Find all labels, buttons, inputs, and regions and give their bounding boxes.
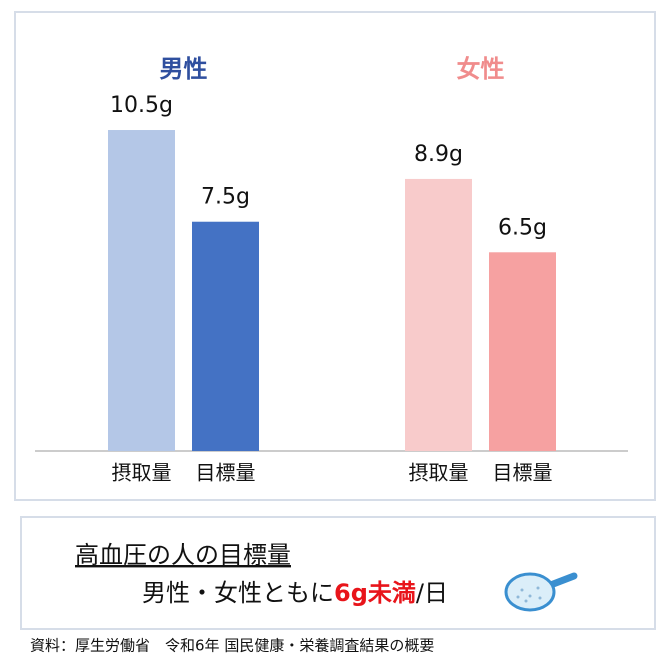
spoon-icon [504, 572, 578, 612]
category-label: 摂取量 [112, 461, 172, 485]
value-label: 8.9g [414, 142, 463, 167]
chart-frame [14, 11, 656, 501]
note-emphasis: 6g未満 [334, 579, 416, 607]
note-text-before: 男性・女性ともに [142, 579, 334, 607]
bar [192, 221, 259, 451]
group-title: 女性 [457, 55, 505, 83]
group-title: 男性 [160, 55, 208, 83]
bar [108, 130, 175, 451]
bar [405, 178, 472, 451]
note-title: 高血圧の人の目標量 [75, 541, 291, 569]
value-label: 6.5g [498, 215, 547, 240]
category-label: 摂取量 [409, 461, 469, 485]
note-frame [20, 516, 656, 630]
note-text-after: /日 [416, 579, 448, 607]
note-text: 男性・女性ともに6g未満/日 [142, 579, 448, 607]
bar [489, 252, 556, 451]
source: 資料：厚生労働省 令和6年 国民健康・栄養調査結果の概要 [30, 637, 434, 655]
value-label: 10.5g [110, 93, 173, 118]
category-label: 目標量 [493, 461, 553, 485]
category-label: 目標量 [196, 461, 256, 485]
value-label: 7.5g [201, 185, 250, 210]
